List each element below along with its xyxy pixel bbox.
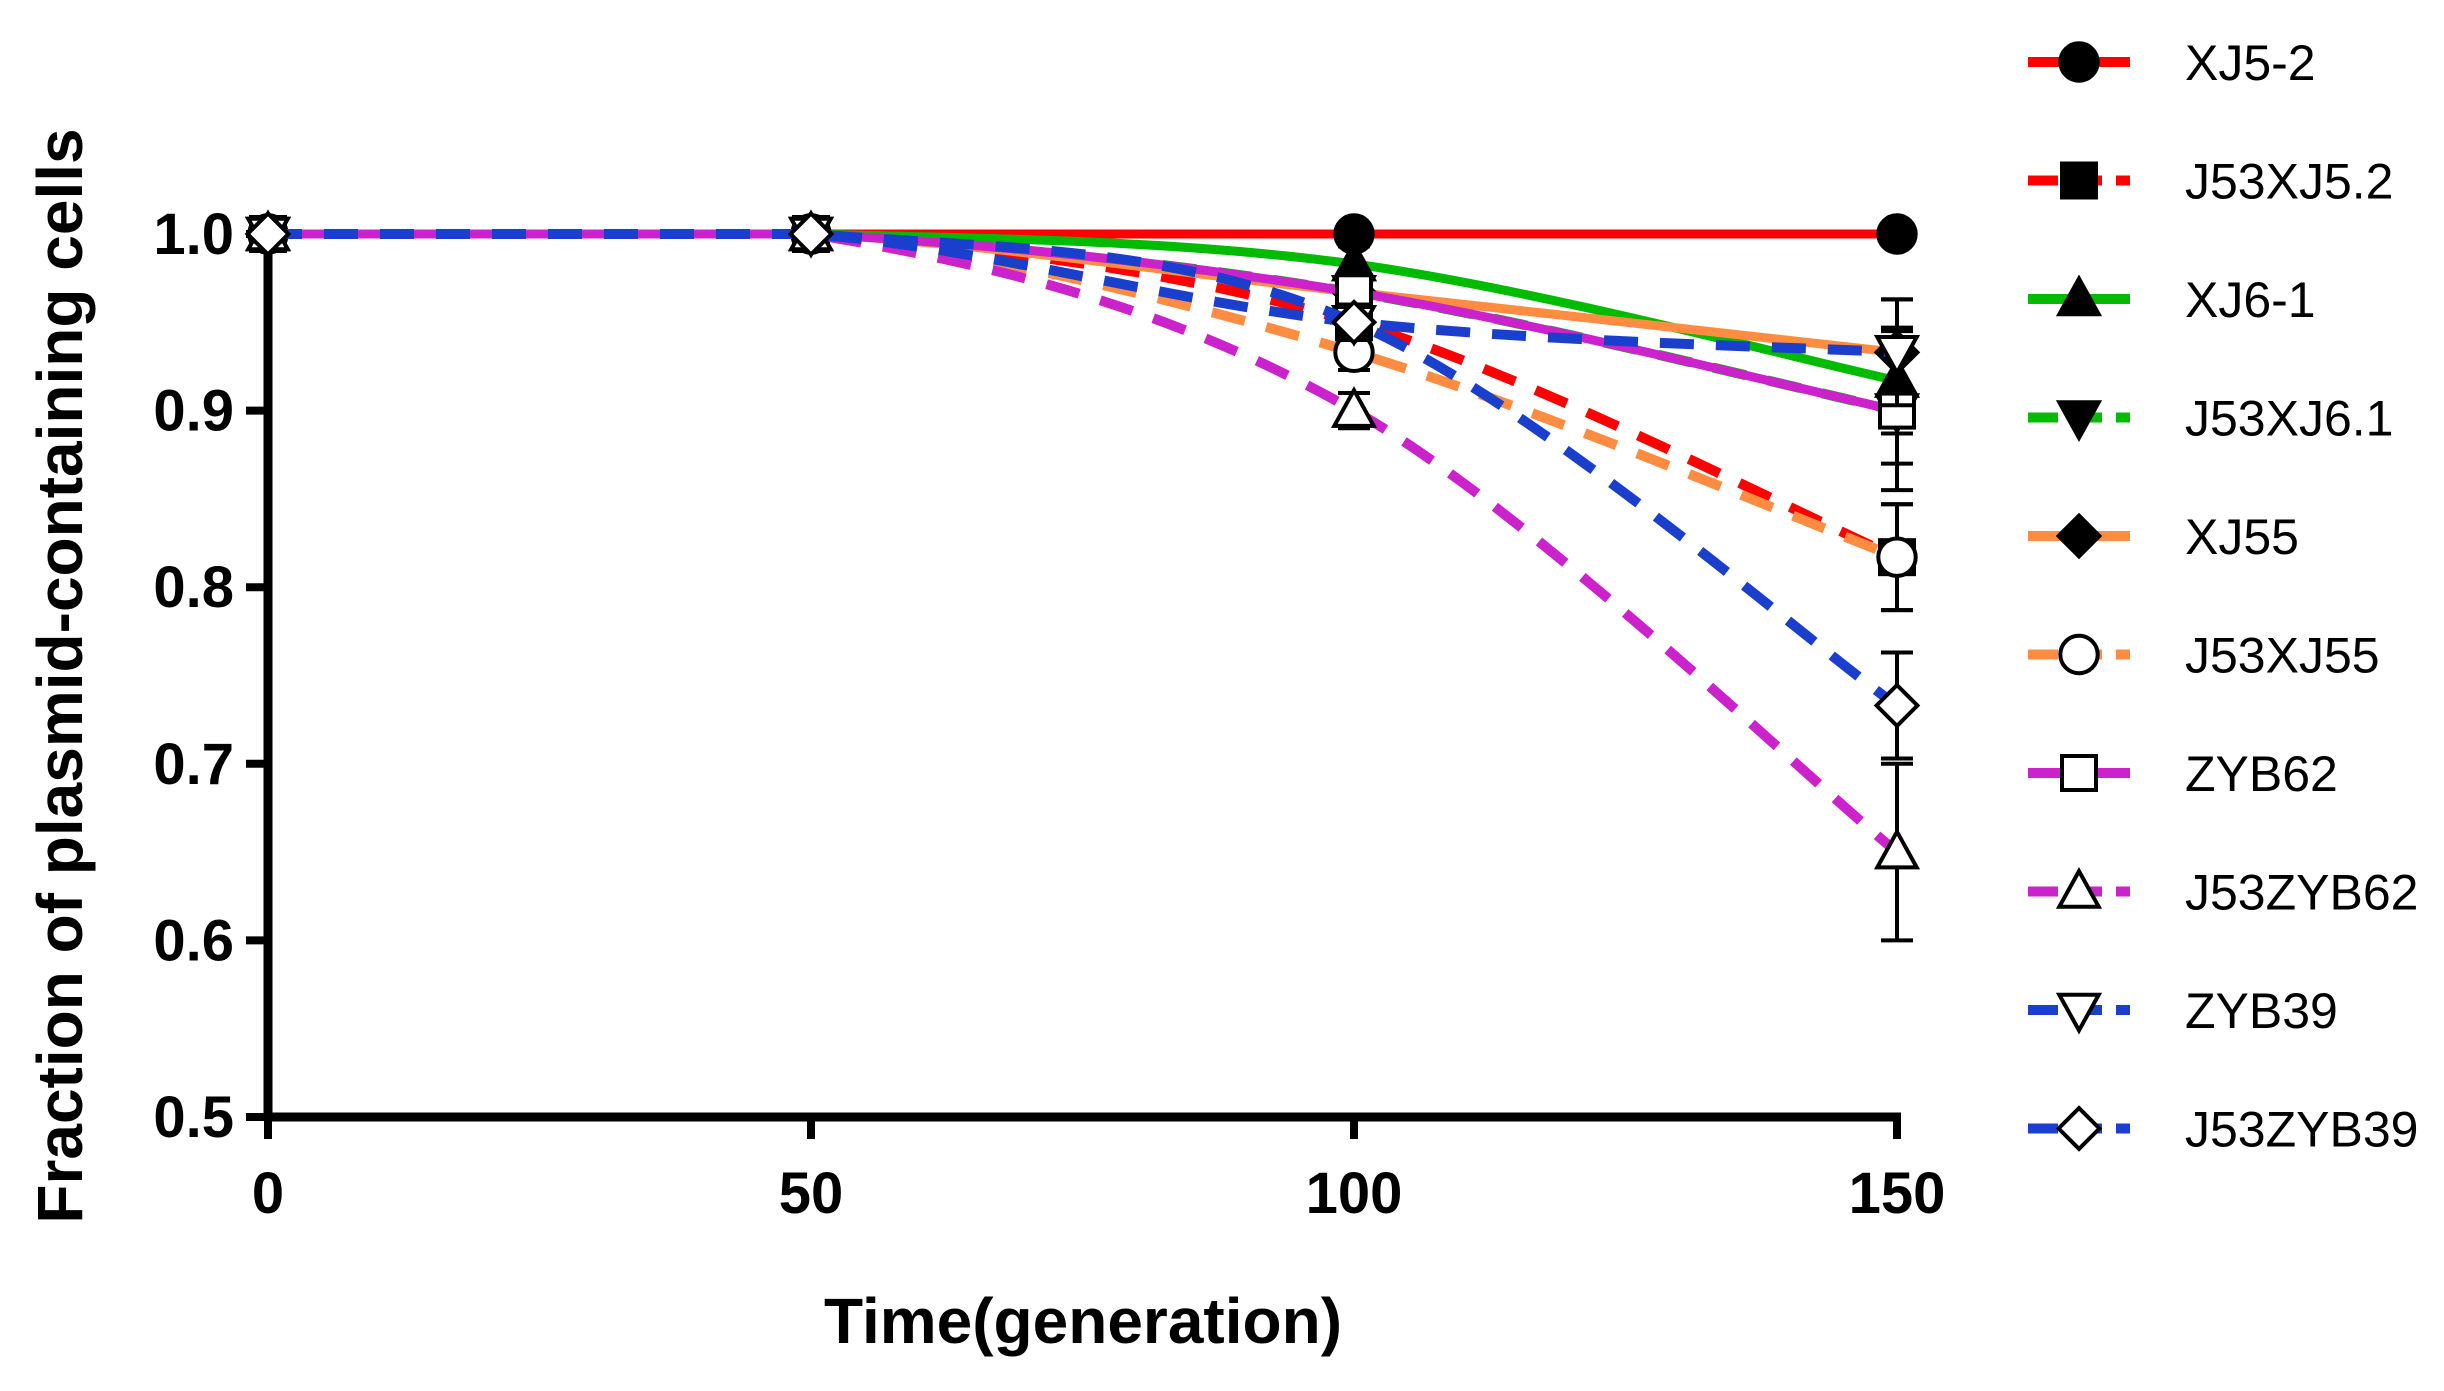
legend-marker	[2055, 274, 2103, 317]
legend-label: XJ55	[2185, 509, 2299, 565]
legend-item: J53XJ5.2	[2028, 154, 2393, 210]
legend-label: J53ZYB39	[2185, 1102, 2418, 1158]
legend-item: J53ZYB62	[2028, 865, 2418, 921]
legend-item: J53XJ55	[2028, 628, 2380, 684]
legend-label: J53ZYB62	[2185, 865, 2418, 921]
legend: XJ5-2 J53XJ5.2 XJ6-1 J53XJ6.1 XJ55 J53XJ55 ZYB…	[2028, 35, 2418, 1158]
series-ZYB39	[244, 216, 1921, 408]
data-point	[1873, 682, 1921, 729]
legend-marker	[2060, 754, 2098, 792]
x-tick-label: 150	[1849, 1161, 1946, 1226]
y-tick-label: 0.7	[153, 732, 234, 797]
legend-marker	[2055, 992, 2103, 1035]
data-point	[244, 210, 292, 258]
y-tick-label: 1.0	[153, 202, 234, 267]
data-point	[1876, 536, 1918, 578]
data-point	[787, 210, 835, 258]
legend-item: ZYB62	[2028, 746, 2338, 802]
legend-item: J53XJ6.1	[2028, 391, 2393, 447]
y-tick-label: 0.6	[153, 908, 234, 973]
legend-marker	[2055, 512, 2103, 560]
y-tick-label: 0.8	[153, 555, 234, 620]
y-axis-title: Fraction of plasmid-containing cells	[24, 128, 96, 1223]
legend-marker	[2060, 161, 2098, 200]
data-point	[1330, 386, 1378, 428]
series-line	[268, 229, 1899, 562]
legend-item: XJ6-1	[2028, 272, 2316, 328]
data-point	[1876, 213, 1918, 255]
data-point	[1873, 827, 1921, 870]
legend-marker	[2055, 866, 2103, 909]
legend-item: XJ55	[2028, 509, 2299, 565]
y-tick-label: 0.9	[153, 379, 234, 444]
x-axis-title: Time(generation)	[824, 1285, 1342, 1357]
legend-marker	[2055, 1105, 2103, 1152]
legend-marker	[2058, 633, 2100, 676]
series-line	[268, 229, 1901, 856]
legend-marker	[2055, 400, 2103, 443]
legend-item: J53ZYB39	[2028, 1102, 2418, 1158]
legend-label: J53XJ55	[2185, 628, 2380, 684]
data-point	[1873, 335, 1921, 377]
x-tick-label: 50	[779, 1161, 844, 1226]
legend-marker	[2058, 41, 2100, 83]
legend-item: ZYB39	[2028, 983, 2338, 1039]
series-J53ZYB39	[244, 210, 1921, 761]
legend-label: J53XJ5.2	[2185, 154, 2393, 210]
x-tick-label: 0	[252, 1161, 284, 1226]
legend-label: XJ5-2	[2185, 35, 2316, 91]
legend-label: ZYB39	[2185, 983, 2338, 1039]
legend-label: J53XJ6.1	[2185, 391, 2393, 447]
legend-label: XJ6-1	[2185, 272, 2316, 328]
series-line	[268, 229, 1900, 710]
series-line	[268, 229, 1899, 562]
x-tick-label: 100	[1306, 1161, 1403, 1226]
legend-item: XJ5-2	[2028, 35, 2316, 91]
data-point	[1330, 299, 1378, 346]
legend-label: ZYB62	[2185, 746, 2338, 802]
y-tick-label: 0.5	[153, 1085, 234, 1150]
series-layer	[244, 209, 1921, 943]
